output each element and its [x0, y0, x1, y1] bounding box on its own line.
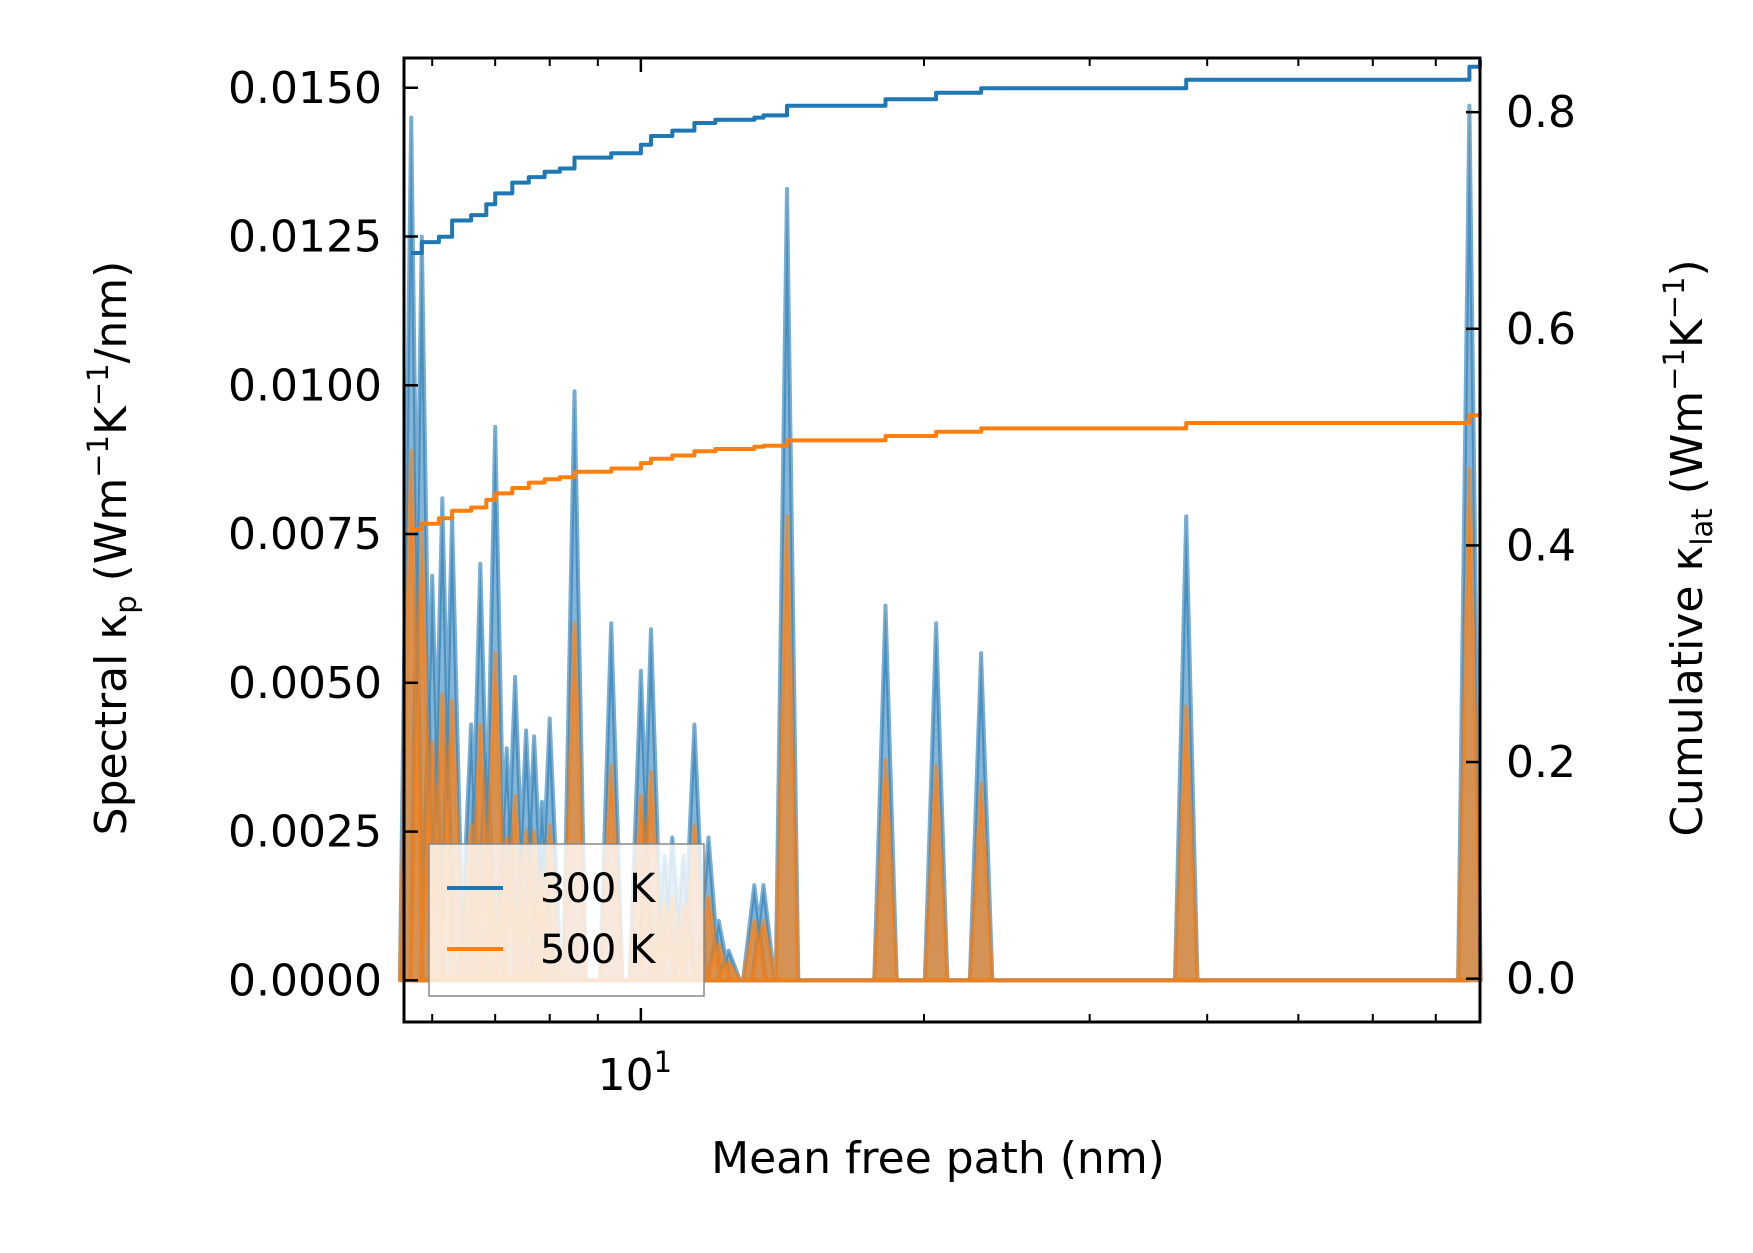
ticks-layer: 0.00000.00250.00500.00750.01000.01250.01…	[228, 58, 1576, 1101]
cumulative-line-500k	[411, 411, 1482, 532]
y-right-tick-label: 0.6	[1506, 304, 1576, 355]
y-left-label-unit-0: (Wm	[86, 478, 137, 582]
y-right-tick-label: 0.0	[1506, 954, 1576, 1005]
y-left-tick-label: 0.0050	[228, 658, 382, 709]
y-right-label-unit-1: −1	[1657, 348, 1691, 391]
y-left-tick-label: 0.0125	[228, 212, 382, 263]
cumulative-layer	[411, 60, 1482, 532]
x-tick-label: 101	[598, 1045, 672, 1101]
y-right-tick-label: 0.2	[1506, 737, 1576, 788]
y-right-label-unit-2: K	[1662, 318, 1713, 348]
y-left-tick-label: 0.0100	[228, 360, 382, 411]
y-right-axis-label: Cumulative κlat (Wm−1K−1)	[1657, 259, 1719, 836]
y-right-tick-label: 0.8	[1506, 87, 1576, 138]
y-left-label-unit-3: −1	[81, 363, 115, 406]
y-right-tick-label: 0.4	[1506, 520, 1576, 571]
x-axis-label: Mean free path (nm)	[711, 1133, 1165, 1184]
legend: 300 K 500 K	[428, 843, 705, 997]
legend-box	[428, 843, 705, 997]
y-left-tick-label: 0.0150	[228, 63, 382, 114]
y-right-label-main: Cumulative κ	[1662, 546, 1713, 837]
y-left-tick-label: 0.0075	[228, 509, 382, 560]
y-left-label-main: Spectral κ	[86, 614, 137, 836]
y-right-label-sub: lat	[1685, 508, 1719, 545]
cumulative-line-300k	[411, 60, 1482, 255]
y-left-tick-label: 0.0025	[228, 807, 382, 858]
legend-label-500k: 500 K	[540, 927, 657, 973]
y-right-label-unit-3: −1	[1657, 277, 1691, 320]
y-right-label-unit-0: (Wm	[1662, 391, 1713, 495]
plot-frame	[402, 56, 1482, 1024]
y-left-label-unit-2: K	[86, 405, 137, 435]
y-left-tick-label: 0.0000	[228, 955, 382, 1006]
legend-label-300k: 300 K	[540, 866, 657, 912]
y-left-label-unit-1: −1	[81, 435, 115, 478]
y-right-label-unit-4: )	[1662, 259, 1713, 276]
y-left-label-sub: p	[109, 595, 143, 613]
y-left-label-unit-4: /nm)	[86, 261, 137, 364]
y-left-axis-label: Spectral κp (Wm−1K−1/nm)	[81, 261, 143, 836]
